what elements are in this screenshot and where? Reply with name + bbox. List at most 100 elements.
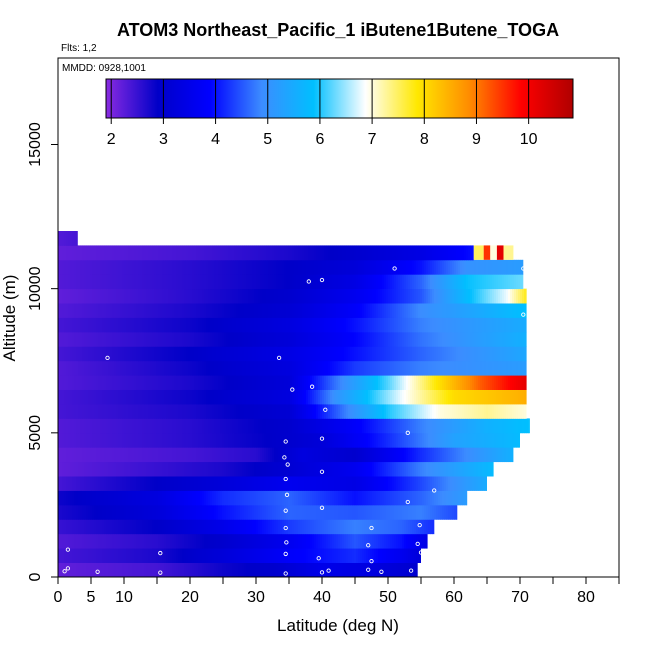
heat-cell — [208, 490, 211, 506]
heat-cell — [266, 418, 269, 434]
heat-cell — [128, 533, 131, 549]
heat-cell — [478, 303, 481, 318]
heat-cell — [192, 476, 195, 491]
heat-cell — [256, 288, 259, 304]
heat-cell — [300, 418, 303, 434]
heat-cell — [350, 317, 353, 333]
heat-cell — [418, 346, 421, 362]
heat-cell — [368, 346, 371, 362]
heat-cell — [490, 375, 493, 390]
heat-cell — [244, 432, 247, 448]
heat-cell — [242, 317, 245, 333]
heat-cell — [456, 447, 459, 463]
heat-cell — [292, 533, 295, 549]
heat-cell — [264, 504, 267, 520]
heat-cell — [518, 259, 521, 275]
heat-cell — [206, 476, 209, 491]
heat-cell — [96, 274, 99, 290]
heat-cell — [336, 360, 339, 376]
heat-cell — [526, 389, 527, 405]
heat-cell — [410, 404, 413, 419]
heat-cell — [124, 504, 127, 520]
heat-cell — [190, 447, 193, 463]
heat-cell — [354, 360, 357, 376]
heat-cell — [110, 461, 113, 477]
heat-cell — [204, 418, 207, 434]
heat-cell — [224, 375, 227, 390]
heat-cell — [370, 490, 373, 506]
heat-cell — [194, 548, 197, 563]
heat-cell — [442, 418, 445, 434]
heat-cell — [98, 331, 101, 347]
heat-cell — [198, 288, 201, 304]
heat-cell — [240, 490, 243, 506]
heat-cell — [232, 303, 235, 318]
heat-cell — [318, 360, 321, 376]
heat-cell — [124, 476, 127, 491]
heat-cell — [272, 389, 275, 405]
heat-cell — [132, 562, 135, 578]
heat-cell — [454, 346, 457, 362]
heat-cell — [346, 447, 349, 463]
heat-cell — [282, 461, 285, 477]
heat-cell — [458, 259, 461, 275]
heat-cell — [60, 375, 63, 390]
heat-cell — [194, 346, 197, 362]
heat-cell — [76, 533, 79, 549]
heat-cell — [226, 418, 229, 434]
heat-cell — [160, 404, 163, 419]
heat-cell — [152, 476, 155, 491]
heat-cell — [418, 375, 421, 390]
heat-cell — [90, 288, 93, 304]
heat-cell — [264, 274, 267, 290]
heat-cell — [72, 418, 75, 434]
heat-cell — [146, 360, 149, 376]
heat-cell — [132, 389, 135, 405]
heat-cell — [448, 360, 451, 376]
heat-cell — [216, 504, 219, 520]
heat-cell — [460, 317, 463, 333]
heat-cell — [360, 360, 363, 376]
heat-cell — [476, 404, 479, 419]
heat-cell — [166, 504, 169, 520]
heat-cell — [124, 447, 127, 463]
heat-cell — [134, 259, 137, 275]
heat-cell — [220, 288, 223, 304]
heat-cell — [456, 331, 459, 347]
heat-cell — [518, 274, 521, 290]
heat-cell — [282, 303, 285, 318]
heat-cell — [402, 404, 405, 419]
heat-cell — [94, 476, 97, 491]
heat-layer-13 — [58, 375, 527, 390]
heat-cell — [172, 519, 175, 535]
heat-cell — [148, 490, 151, 506]
heat-cell — [378, 432, 381, 448]
heat-cell — [472, 274, 475, 290]
heat-cell — [142, 346, 145, 362]
heat-cell — [206, 548, 209, 563]
heat-cell — [490, 404, 493, 419]
heat-cell — [148, 389, 151, 405]
heat-cell — [500, 418, 503, 434]
heat-cell — [324, 432, 327, 448]
heat-cell — [260, 375, 263, 390]
heat-cell — [128, 519, 131, 535]
heat-cell — [76, 461, 79, 477]
heat-cell — [462, 259, 465, 275]
heat-cell — [70, 317, 73, 333]
heat-cell — [142, 461, 145, 477]
heat-cell — [380, 303, 383, 318]
heat-cell — [80, 432, 83, 448]
heat-cell — [378, 533, 381, 549]
heat-cell — [268, 519, 271, 535]
heat-cell — [366, 346, 369, 362]
heat-cell — [200, 303, 203, 318]
heat-cell — [506, 274, 509, 290]
heat-cell — [312, 432, 315, 448]
heat-cell — [300, 562, 303, 578]
heat-cell — [404, 476, 407, 491]
heat-cell — [146, 562, 149, 578]
heat-cell — [170, 331, 173, 347]
heat-cell — [386, 317, 389, 333]
heat-cell — [254, 375, 257, 390]
